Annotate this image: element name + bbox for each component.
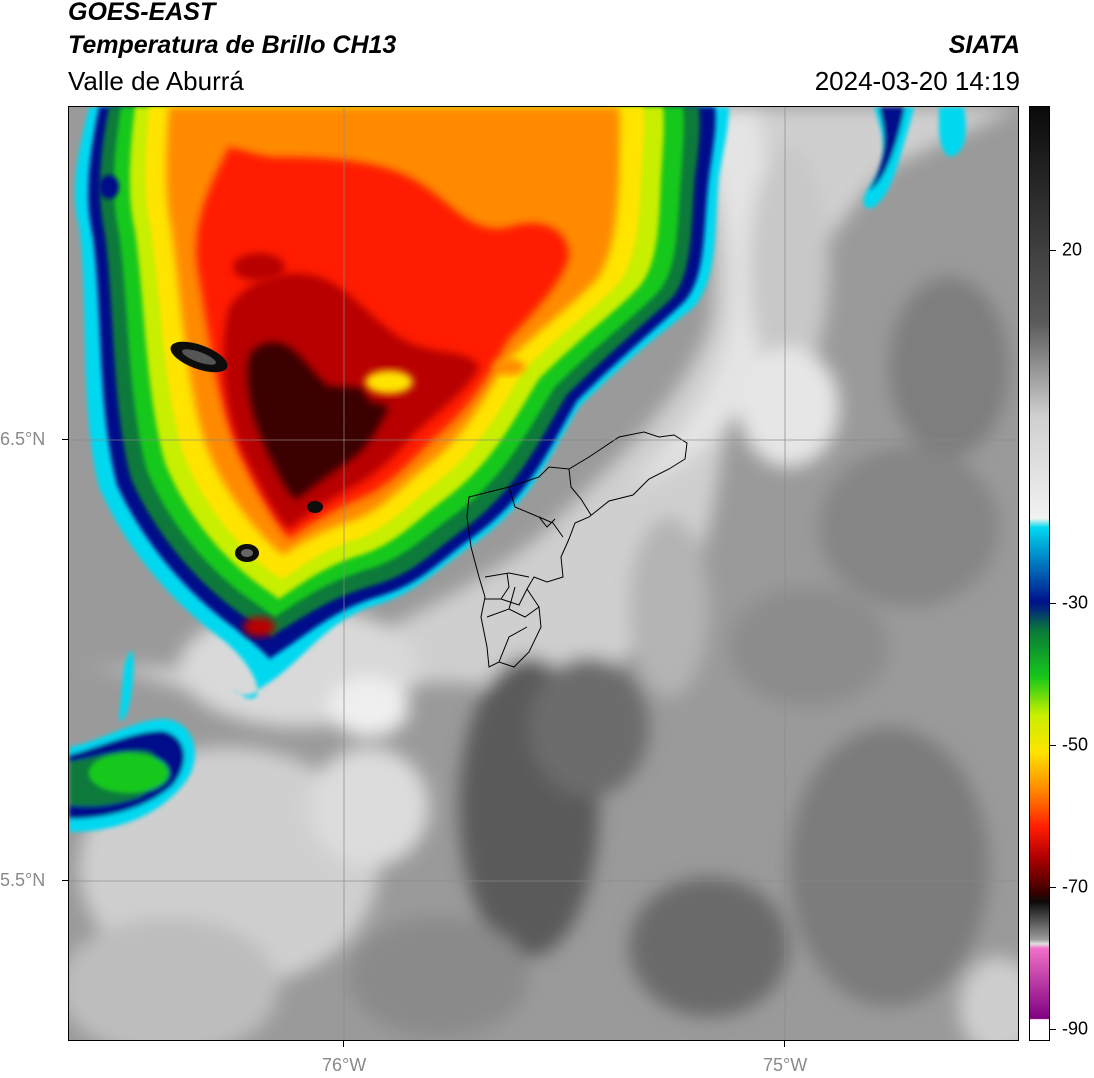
colorbar-label-minus70: -70 bbox=[1062, 876, 1089, 897]
colorbar-label-minus50: -50 bbox=[1062, 734, 1089, 755]
colorbar-tick-minus30 bbox=[1050, 603, 1056, 604]
lon-label-76: 76°W bbox=[322, 1055, 367, 1075]
cloud-cell-southwest bbox=[69, 650, 195, 832]
colorbar-tick-minus50 bbox=[1050, 745, 1056, 746]
colorbar-tick-minus70 bbox=[1050, 887, 1056, 888]
lat-label-6-5: 6.5°N bbox=[0, 429, 46, 449]
convective-system bbox=[74, 107, 730, 699]
colorbar-label-20: 20 bbox=[1062, 239, 1083, 260]
map-canvas bbox=[69, 107, 1018, 1040]
municipal-boundaries bbox=[466, 431, 688, 668]
colorbar-tick-minus90 bbox=[1050, 1029, 1056, 1030]
colorbar-gradient bbox=[1030, 107, 1049, 1040]
lat-tick-5-5 bbox=[62, 880, 68, 881]
colorbar bbox=[1029, 106, 1050, 1041]
colorbar-tick-20 bbox=[1050, 250, 1056, 251]
lon-tick-75 bbox=[784, 1041, 785, 1047]
colorbar-label-minus90: -90 bbox=[1062, 1018, 1089, 1039]
datetime-label: 2024-03-20 14:19 bbox=[814, 66, 1020, 96]
lat-label-5-5: 5.5°N bbox=[0, 870, 46, 890]
organization-label: SIATA bbox=[948, 31, 1020, 59]
title-satellite: GOES-EAST bbox=[68, 0, 216, 26]
satellite-map[interactable] bbox=[68, 106, 1019, 1041]
colorbar-label-minus30: -30 bbox=[1062, 592, 1089, 613]
graticule bbox=[69, 107, 1018, 1040]
lon-label-75: 75°W bbox=[763, 1055, 808, 1075]
lat-tick-6-5 bbox=[62, 439, 68, 440]
cloud-cell-northeast bbox=[863, 107, 966, 209]
region-label: Valle de Aburrá bbox=[68, 66, 244, 96]
title-product: Temperatura de Brillo CH13 bbox=[68, 31, 397, 59]
lon-tick-76 bbox=[343, 1041, 344, 1047]
